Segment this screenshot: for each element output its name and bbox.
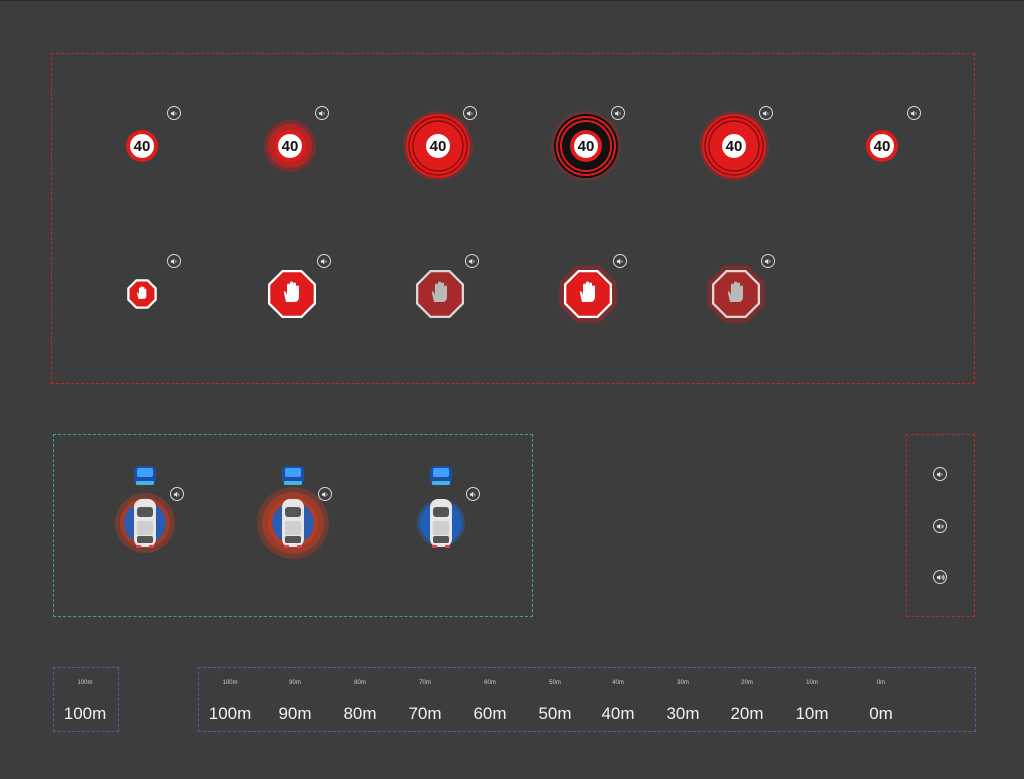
distance-small-label: 80m bbox=[354, 680, 366, 686]
distance-small-label: 70m bbox=[419, 680, 431, 686]
stop-sign[interactable] bbox=[400, 254, 480, 334]
distance-label: 90m bbox=[278, 704, 312, 723]
distance-small-label: 100m bbox=[222, 680, 238, 686]
speaker-low-icon[interactable] bbox=[613, 254, 627, 268]
speaker-low-icon[interactable] bbox=[611, 106, 625, 120]
distance-small-label: 0m bbox=[876, 680, 886, 686]
distance-label: 100m bbox=[208, 704, 252, 723]
speed-limit-value: 40 bbox=[134, 138, 151, 155]
speaker-low-icon[interactable] bbox=[167, 106, 181, 120]
distance-single-small-label: 100m bbox=[77, 680, 93, 686]
distance-single-label: 100m bbox=[63, 704, 107, 723]
distance-small-label: 20m bbox=[741, 680, 753, 686]
speaker-low-icon[interactable] bbox=[318, 487, 332, 501]
vehicle-states-frame bbox=[53, 434, 533, 617]
stop-sign[interactable] bbox=[102, 254, 182, 334]
distance-label: 10m bbox=[795, 704, 829, 723]
stop-sign[interactable] bbox=[548, 254, 628, 334]
distance-small-label: 50m bbox=[549, 680, 561, 686]
speaker-low-icon[interactable] bbox=[466, 487, 480, 501]
vehicle-indicator[interactable] bbox=[406, 463, 476, 563]
speaker-low-icon[interactable] bbox=[317, 254, 331, 268]
stop-sign[interactable] bbox=[696, 254, 776, 334]
vehicle-indicator[interactable] bbox=[110, 463, 180, 563]
speed-limit-sign[interactable]: 40 bbox=[398, 106, 478, 186]
distance-label: 70m bbox=[408, 704, 442, 723]
distance-label: 50m bbox=[538, 704, 572, 723]
speed-limit-sign[interactable]: 40 bbox=[250, 106, 330, 186]
distance-label: 60m bbox=[473, 704, 507, 723]
stop-sign[interactable] bbox=[252, 254, 332, 334]
speaker-low-icon[interactable] bbox=[170, 487, 184, 501]
speaker-low-icon[interactable] bbox=[761, 254, 775, 268]
distance-small-label: 40m bbox=[612, 680, 624, 686]
speed-limit-value: 40 bbox=[874, 138, 891, 155]
speed-limit-value: 40 bbox=[430, 138, 447, 155]
distance-label: 80m bbox=[343, 704, 377, 723]
speaker-medium-icon[interactable] bbox=[933, 519, 947, 533]
speed-limit-value: 40 bbox=[282, 138, 299, 155]
speed-limit-sign[interactable]: 40 bbox=[546, 106, 626, 186]
speed-limit-sign[interactable]: 40 bbox=[694, 106, 774, 186]
distance-small-label: 30m bbox=[677, 680, 689, 686]
speed-limit-sign[interactable]: 40 bbox=[842, 106, 922, 186]
distance-label: 20m bbox=[730, 704, 764, 723]
distance-small-label: 60m bbox=[484, 680, 496, 686]
speaker-low-icon[interactable] bbox=[759, 106, 773, 120]
distance-single-frame bbox=[53, 667, 119, 732]
distance-label: 0m bbox=[869, 704, 893, 723]
vehicle-indicator[interactable] bbox=[257, 463, 329, 563]
speaker-low-icon[interactable] bbox=[167, 254, 181, 268]
speaker-high-icon[interactable] bbox=[933, 570, 947, 584]
speaker-low-icon[interactable] bbox=[907, 106, 921, 120]
distance-scale-frame bbox=[198, 667, 976, 732]
distance-label: 40m bbox=[601, 704, 635, 723]
sign-states-frame bbox=[51, 53, 975, 384]
speed-limit-sign[interactable]: 40 bbox=[102, 106, 182, 186]
speaker-low-icon[interactable] bbox=[933, 467, 947, 481]
speaker-low-icon[interactable] bbox=[465, 254, 479, 268]
speed-limit-value: 40 bbox=[578, 138, 595, 155]
sound-levels-frame bbox=[906, 434, 975, 617]
distance-label: 30m bbox=[666, 704, 700, 723]
speaker-low-icon[interactable] bbox=[315, 106, 329, 120]
speaker-low-icon[interactable] bbox=[463, 106, 477, 120]
distance-small-label: 90m bbox=[289, 680, 301, 686]
speed-limit-value: 40 bbox=[726, 138, 743, 155]
distance-small-label: 10m bbox=[806, 680, 818, 686]
